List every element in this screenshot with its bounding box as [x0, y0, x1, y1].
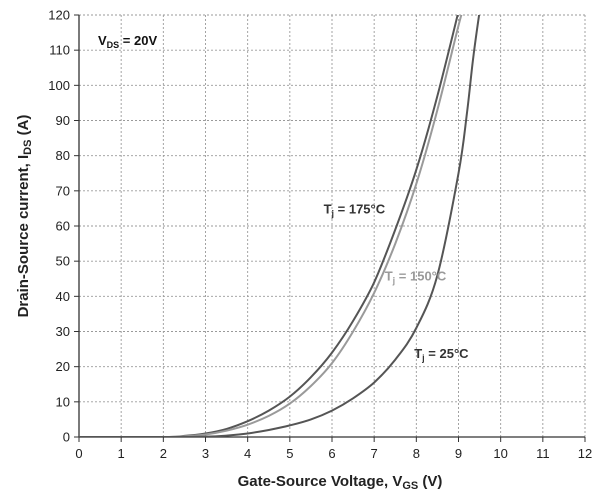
series-labels: Tj = 175°C Tj = 150°C Tj = 25°C — [324, 202, 470, 363]
tj-175-label: Tj = 175°C — [324, 202, 386, 219]
y-tick-label: 120 — [48, 8, 70, 23]
x-axis-title: Gate-Source Voltage, VGS (V) — [238, 473, 443, 490]
x-tick-label: 2 — [160, 446, 167, 461]
y-tick-label: 30 — [56, 324, 70, 339]
y-tick-label: 80 — [56, 148, 70, 163]
x-tick-label: 3 — [202, 446, 209, 461]
x-tick-label: 4 — [244, 446, 251, 461]
axes — [74, 14, 586, 442]
y-tick-label: 0 — [63, 430, 70, 445]
y-tick-label: 60 — [56, 219, 70, 234]
y-tick-label: 50 — [56, 254, 70, 269]
x-tick-label: 0 — [75, 446, 82, 461]
grid — [79, 14, 586, 437]
y-tick-label: 90 — [56, 113, 70, 128]
series-lines — [79, 15, 481, 437]
y-tick-label: 70 — [56, 183, 70, 198]
x-tick-label: 10 — [493, 446, 507, 461]
y-axis-title: Drain-Source current, IDS (A) — [15, 115, 34, 318]
tj-25-label: Tj = 25°C — [414, 346, 469, 363]
y-tick-label: 110 — [49, 43, 70, 58]
x-tick-label: 7 — [371, 446, 378, 461]
tj-25-curve — [79, 15, 481, 437]
x-tick-label: 1 — [118, 446, 125, 461]
x-tick-label: 5 — [286, 446, 293, 461]
tj-150-curve — [79, 15, 463, 437]
x-tick-label: 9 — [455, 446, 462, 461]
tj-150-label: Tj = 150°C — [385, 269, 447, 286]
y-tick-label: 10 — [56, 394, 70, 409]
y-tick-label: 40 — [56, 289, 70, 304]
x-tick-label: 8 — [413, 446, 420, 461]
y-tick-label: 100 — [48, 78, 70, 93]
y-tick-label: 20 — [56, 359, 70, 374]
x-tick-label: 6 — [328, 446, 335, 461]
x-tick-label: 11 — [536, 446, 550, 461]
tick-labels: 0 1 2 3 4 5 6 7 8 9 10 11 12010203040506070809010011… — [48, 8, 592, 462]
x-tick-label: 12 — [578, 446, 592, 461]
vds-condition-label: VDS = 20V — [98, 33, 157, 50]
